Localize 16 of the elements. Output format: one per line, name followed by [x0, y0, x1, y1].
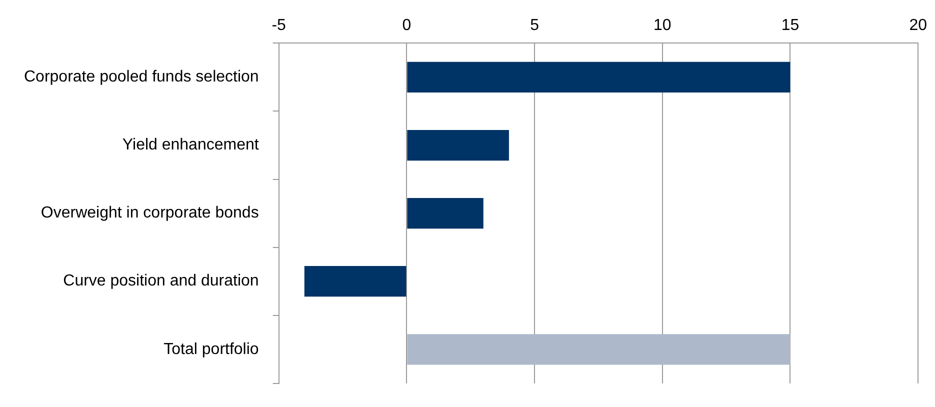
- x-tick-label: 20: [909, 17, 928, 34]
- y-tick-label: Overweight in corporate bonds: [40, 204, 259, 222]
- bar: [407, 334, 790, 365]
- y-tick-label: Curve position and duration: [63, 272, 259, 290]
- x-tick-label: 15: [781, 17, 800, 34]
- bar: [304, 266, 406, 297]
- bar: [407, 198, 484, 229]
- x-tick-label: 10: [653, 17, 672, 34]
- y-tick-label: Yield enhancement: [122, 136, 260, 154]
- bar: [407, 62, 790, 93]
- y-tick-label: Corporate pooled funds selection: [24, 68, 259, 86]
- bar: [407, 130, 509, 161]
- x-tick-label: -5: [272, 17, 286, 34]
- y-tick-label: Total portfolio: [164, 340, 259, 358]
- x-tick-label: 5: [530, 17, 540, 34]
- x-tick-label: 0: [402, 17, 412, 34]
